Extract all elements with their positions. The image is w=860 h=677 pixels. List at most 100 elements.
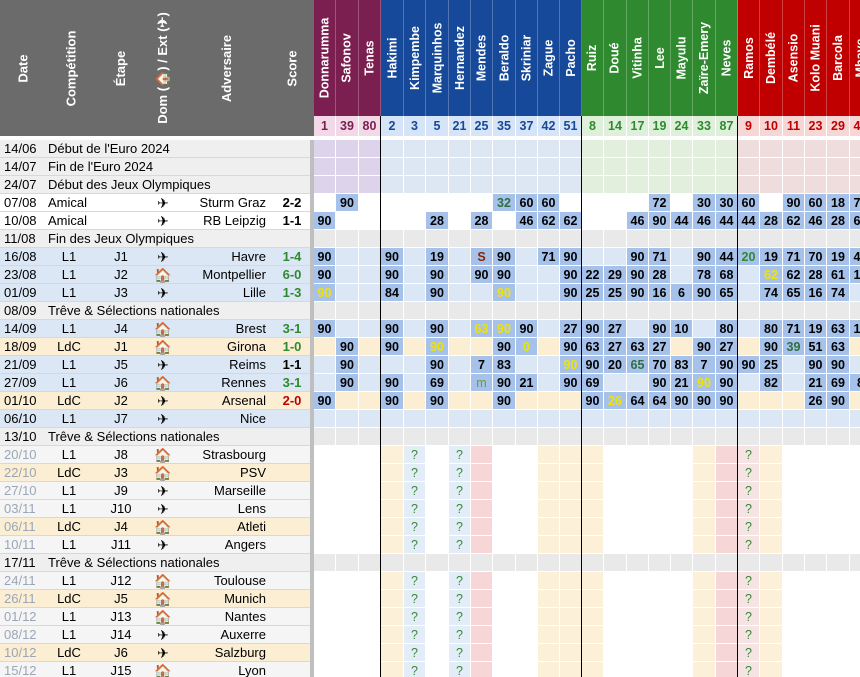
player-header-10[interactable]: Zague: [538, 0, 560, 116]
row-opponent[interactable]: RB Leipzig: [203, 213, 266, 228]
row-opponent[interactable]: Arsenal: [221, 393, 266, 408]
player-minutes-cell: 90: [336, 356, 359, 374]
plane-icon: ✈: [157, 627, 169, 643]
player-number: 80: [359, 116, 381, 136]
row-opponent[interactable]: Havre: [231, 249, 266, 264]
player-minutes-cell: [538, 554, 560, 572]
player-header-22[interactable]: Kolo Muani: [805, 0, 827, 116]
player-header-15[interactable]: Lee: [649, 0, 671, 116]
player-header-3[interactable]: Hakimi: [381, 0, 404, 116]
row-opponent[interactable]: Strasbourg: [202, 447, 266, 462]
player-minutes-cell: [604, 482, 627, 500]
row-opponent[interactable]: Salzburg: [214, 645, 266, 660]
row-event-label: Fin des Jeux Olympiques: [48, 231, 194, 246]
player-minutes-cell: ?: [449, 536, 471, 554]
row-opponent[interactable]: Brest: [235, 321, 266, 336]
row-etape: J14: [110, 627, 132, 642]
player-minutes-cell: [783, 158, 805, 176]
player-minutes-cell: [359, 140, 381, 158]
player-header-8[interactable]: Beraldo: [493, 0, 516, 116]
player-minutes-cell: [582, 590, 604, 608]
player-header-11[interactable]: Pacho: [560, 0, 582, 116]
player-minutes-cell: 27: [649, 338, 671, 356]
row-event-label: Début des Jeux Olympiques: [48, 177, 211, 192]
player-header-7[interactable]: Mendes: [471, 0, 493, 116]
player-minutes-cell: [649, 230, 671, 248]
player-header-1[interactable]: Safonov: [336, 0, 359, 116]
player-minutes-cell: [604, 428, 627, 446]
player-header-16[interactable]: Mayulu: [671, 0, 693, 116]
player-header-24[interactable]: Mbaye: [850, 0, 860, 116]
player-minutes-cell: [314, 194, 336, 212]
player-minutes-cell: [783, 140, 805, 158]
player-minutes-cell: [850, 176, 860, 194]
player-minutes-cell: [516, 284, 538, 302]
row-opponent[interactable]: Girona: [226, 339, 266, 354]
header-domext: Dom (🏠) / Ext (✈): [146, 0, 180, 136]
player-minutes-cell: [560, 608, 582, 626]
player-header-23[interactable]: Barcola: [827, 0, 850, 116]
player-header-2[interactable]: Tenas: [359, 0, 381, 116]
row-date: 17/11: [4, 555, 36, 570]
player-minutes-cell: [404, 230, 426, 248]
player-minutes-cell: [336, 662, 359, 677]
row-opponent[interactable]: Nice: [239, 411, 266, 426]
player-header-4[interactable]: Kimpembe: [404, 0, 426, 116]
row-opponent[interactable]: Montpellier: [202, 267, 266, 282]
row-opponent[interactable]: Lyon: [238, 663, 266, 677]
row-opponent[interactable]: Marseille: [213, 483, 266, 498]
player-minutes-cell: [471, 464, 493, 482]
player-header-6[interactable]: Hernandez: [449, 0, 471, 116]
player-minutes-cell: [850, 140, 860, 158]
player-minutes-cell: [381, 554, 404, 572]
player-header-14[interactable]: Vitinha: [627, 0, 649, 116]
player-header-19[interactable]: Ramos: [738, 0, 760, 116]
player-minutes-cell: [560, 194, 582, 212]
player-minutes-cell: [582, 248, 604, 266]
row-opponent[interactable]: Auxerre: [220, 627, 266, 642]
row-opponent[interactable]: Angers: [224, 537, 266, 552]
row-competition: L1: [61, 375, 77, 390]
player-minutes-cell: [582, 626, 604, 644]
row-etape: J9: [114, 483, 128, 498]
player-number: 37: [516, 116, 538, 136]
player-minutes-cell: [627, 464, 649, 482]
player-header-20[interactable]: Dembélé: [760, 0, 783, 116]
player-minutes-cell: [560, 626, 582, 644]
player-header-13[interactable]: Doué: [604, 0, 627, 116]
row-opponent[interactable]: Reims: [229, 357, 266, 372]
player-minutes-cell: 16: [805, 284, 827, 302]
row-opponent[interactable]: Rennes: [221, 375, 266, 390]
player-minutes-cell: [493, 230, 516, 248]
row-opponent[interactable]: Toulouse: [213, 573, 266, 588]
row-opponent[interactable]: Lens: [237, 501, 266, 516]
row-opponent[interactable]: Munich: [224, 591, 266, 606]
player-minutes-cell: 62: [538, 212, 560, 230]
player-minutes-cell: [805, 644, 827, 662]
player-header-17[interactable]: Zaïre-Emery: [693, 0, 716, 116]
row-opponent[interactable]: Sturm Graz: [199, 195, 266, 210]
player-minutes-cell: [827, 482, 850, 500]
player-header-18[interactable]: Neves: [716, 0, 738, 116]
plane-icon: ✈: [157, 213, 169, 229]
row-opponent[interactable]: PSV: [239, 465, 266, 480]
player-header-12[interactable]: Ruiz: [582, 0, 604, 116]
player-name: Beraldo: [497, 34, 512, 82]
player-minutes-cell: 83: [493, 356, 516, 374]
player-header-5[interactable]: Marquinhos: [426, 0, 449, 116]
player-minutes-cell: [716, 536, 738, 554]
player-minutes-cell: [783, 356, 805, 374]
player-header-21[interactable]: Asensio: [783, 0, 805, 116]
row-opponent[interactable]: Lille: [242, 285, 266, 300]
row-opponent[interactable]: Atleti: [237, 519, 266, 534]
player-header-0[interactable]: Donnarumma: [314, 0, 336, 116]
row-opponent[interactable]: Nantes: [224, 609, 266, 624]
divider-cell: [310, 140, 314, 158]
player-number: 10: [760, 116, 783, 136]
player-minutes-cell: [827, 302, 850, 320]
player-minutes-cell: [336, 230, 359, 248]
player-minutes-cell: ?: [404, 590, 426, 608]
row-score: [274, 410, 310, 428]
player-minutes-cell: [671, 500, 693, 518]
player-header-9[interactable]: Skriniar: [516, 0, 538, 116]
